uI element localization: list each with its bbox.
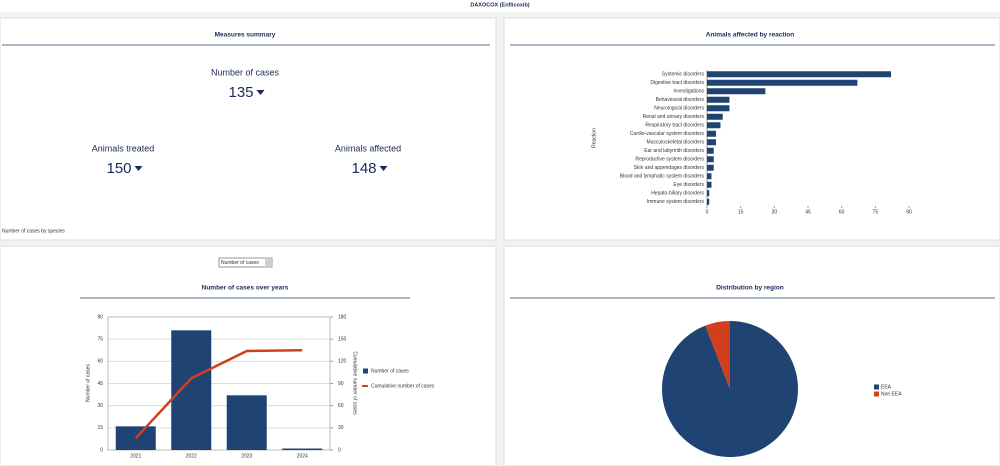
- bar: [707, 105, 730, 112]
- dropdown-value[interactable]: Number of cases: [221, 260, 259, 266]
- x-tick-label: 60: [839, 209, 845, 215]
- pie-slice: [662, 321, 798, 458]
- y-tick-label: Digestive tract disorders: [650, 80, 704, 86]
- x-tick-label: 0: [706, 209, 709, 215]
- y-tick-label: Renal and urinary disorders: [643, 114, 705, 120]
- panel: [503, 17, 1000, 241]
- y-tick-label: Respiratory tract disorders: [645, 123, 704, 129]
- axis-title: Reaction: [591, 128, 597, 148]
- bar: [707, 164, 714, 171]
- y-tick-label: Reproductive system disorders: [635, 157, 704, 163]
- bar: [707, 88, 766, 95]
- y-tick-label: Behavioural disorders: [656, 97, 705, 103]
- chart-title: Distribution by region: [716, 285, 784, 292]
- x-tick-label: 75: [873, 209, 879, 215]
- legend-label: Cumulative number of cases: [371, 383, 435, 389]
- trend-arrow: [134, 166, 143, 171]
- bar: [707, 156, 714, 163]
- y2-tick-label: 180: [338, 314, 347, 320]
- y-tick-label: 60: [97, 359, 103, 365]
- y-tick-label: Investigations: [673, 89, 704, 95]
- header-bar: [0, 0, 1000, 12]
- chart-title: Animals affected by reaction: [706, 32, 795, 39]
- panel: [0, 17, 497, 241]
- bar: [226, 395, 267, 450]
- bar: [707, 147, 714, 154]
- line: [134, 349, 303, 440]
- dropdown-arrow[interactable]: [265, 259, 272, 266]
- x-tick-label: 2023: [241, 453, 252, 459]
- y-tick-label: Ear and labyrinth disorders: [644, 148, 704, 154]
- bar: [707, 79, 858, 86]
- bar: [707, 130, 716, 137]
- bar: [707, 198, 710, 205]
- x-tick-label: 90: [906, 209, 912, 215]
- y-tick-label: Hepato-biliary disorders: [651, 191, 704, 197]
- measure-value: 135: [228, 84, 253, 101]
- header-title: DAXOCOX (Enflicoxib): [470, 2, 529, 8]
- measure-label: Animals affected: [335, 143, 401, 153]
- y-tick-label: 45: [97, 381, 103, 387]
- y-tick-label: Systemic disorders: [662, 72, 705, 78]
- measure-label: Animals treated: [92, 143, 155, 153]
- measure-label: Number of cases: [211, 67, 280, 77]
- bar: [171, 330, 212, 450]
- y-tick-label: Skin and appendages disorders: [634, 165, 705, 171]
- y-tick-label: 30: [97, 403, 103, 409]
- bar: [707, 96, 730, 103]
- y-tick-label: Blood and lymphatic system disorders: [620, 174, 705, 180]
- y-tick-label: 90: [97, 314, 103, 320]
- x-tick-label: 15: [738, 209, 744, 215]
- chart-title: Number of cases over years: [202, 285, 289, 292]
- y-tick-label: Cardio-vascular system disorders: [630, 131, 705, 137]
- pie-slice: [705, 321, 730, 389]
- legend-label: Non EEA: [881, 391, 902, 397]
- axis-title: Number of cases: [85, 364, 91, 402]
- bar: [707, 190, 710, 197]
- x-tick-label: 2022: [186, 453, 197, 459]
- legend-label: Number of cases: [371, 368, 409, 374]
- y-tick-label: Eye disorders: [673, 182, 704, 188]
- bar: [282, 448, 323, 450]
- legend-label: EEA: [881, 384, 892, 390]
- legend-swatch: [874, 391, 879, 397]
- bar: [707, 113, 723, 120]
- y2-tick-label: 120: [338, 359, 347, 365]
- y2-tick-label: 90: [338, 381, 344, 387]
- bar: [115, 426, 156, 450]
- trend-arrow: [256, 90, 265, 95]
- y2-tick-label: 150: [338, 336, 347, 342]
- trend-arrow: [379, 166, 388, 171]
- y-tick-label: 0: [100, 447, 103, 453]
- y2-tick-label: 30: [338, 425, 344, 431]
- x-tick-label: 30: [772, 209, 778, 215]
- y-tick-label: Neurological disorders: [654, 106, 704, 112]
- y-tick-label: 75: [97, 336, 103, 342]
- bar: [707, 139, 716, 146]
- axis-title: Cumulative number of cases: [352, 351, 358, 415]
- y-tick-label: 15: [97, 425, 103, 431]
- y-tick-label: Immune system disorders: [647, 199, 705, 205]
- y-tick-label: Musculoskeletal disorders: [646, 140, 704, 146]
- bar: [707, 173, 712, 180]
- x-tick-label: 2021: [130, 453, 141, 459]
- measure-value: 148: [351, 160, 376, 177]
- plot-frame: [107, 316, 331, 451]
- bar: [707, 181, 712, 188]
- y2-tick-label: 60: [338, 403, 344, 409]
- legend-swatch: [874, 384, 879, 390]
- x-tick-label: 45: [805, 209, 811, 215]
- bar: [707, 71, 892, 78]
- panel-title: Measures summary: [215, 32, 276, 39]
- note: Number of cases by species: [2, 228, 65, 234]
- y2-tick-label: 0: [338, 447, 341, 453]
- measure-value: 150: [106, 160, 131, 177]
- legend-swatch: [363, 368, 368, 374]
- x-tick-label: 2024: [297, 453, 308, 459]
- bar: [707, 122, 721, 129]
